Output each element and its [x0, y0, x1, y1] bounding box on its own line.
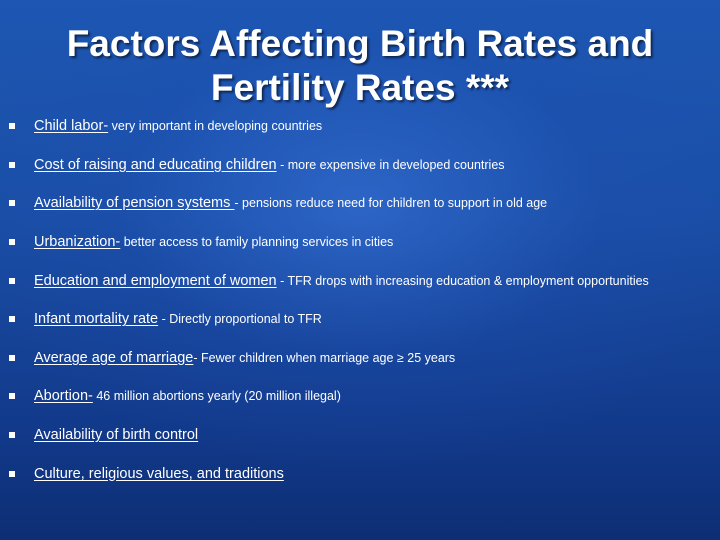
bullet-description: - Directly proportional to TFR — [158, 312, 322, 327]
bullet-text: Availability of birth control — [34, 426, 198, 444]
bullet-term: Availability of birth control — [34, 427, 199, 444]
bullet-text: Child labor- very important in developin… — [34, 117, 322, 135]
slide-title: Factors Affecting Birth Rates and Fertil… — [0, 22, 720, 110]
bullet-text: Availability of pension systems - pensio… — [34, 194, 547, 212]
square-bullet-icon — [9, 239, 15, 246]
bullet-term: Infant mortality rate — [34, 311, 159, 328]
bullet-term: Cost of raising and educating children — [34, 156, 277, 173]
bullet-term: Urbanization- — [34, 234, 121, 251]
bullet-term: Culture, religious values, and tradition… — [34, 465, 284, 482]
bullet-description: - more expensive in developed countries — [276, 157, 505, 172]
square-bullet-icon — [9, 161, 15, 168]
bullet-term: Child labor- — [34, 118, 109, 135]
slide-title-line-1: Factors Affecting Birth Rates and — [66, 23, 654, 64]
bullet-item-marriage-age: Average age of marriage- Fewer children … — [0, 339, 720, 378]
square-bullet-icon — [9, 200, 15, 207]
bullet-item-birth-control: Availability of birth control — [0, 416, 720, 455]
bullet-description: very important in developing countries — [108, 119, 323, 134]
bullet-text: Education and employment of women - TFR … — [34, 272, 649, 290]
bullet-item-urbanization: Urbanization- better access to family pl… — [0, 223, 720, 262]
bullet-item-pension-systems: Availability of pension systems - pensio… — [0, 184, 720, 223]
bullet-description: better access to family planning service… — [120, 235, 394, 250]
bullet-item-education-women: Education and employment of women - TFR … — [0, 261, 720, 300]
bullet-description: 46 million abortions yearly (20 million … — [92, 389, 341, 404]
bullet-text: Culture, religious values, and tradition… — [34, 465, 284, 483]
square-bullet-icon — [9, 316, 15, 323]
bullet-term: Education and employment of women — [34, 272, 277, 289]
bullet-text: Infant mortality rate - Directly proport… — [34, 310, 322, 328]
bullet-description: - pensions reduce need for children to s… — [234, 196, 548, 211]
square-bullet-icon — [9, 277, 15, 284]
bullet-list: Child labor- very important in developin… — [0, 107, 720, 493]
bullet-term: Abortion- — [34, 388, 93, 405]
bullet-item-abortion: Abortion- 46 million abortions yearly (2… — [0, 377, 720, 416]
bullet-item-culture: Culture, religious values, and tradition… — [0, 454, 720, 493]
bullet-description: - Fewer children when marriage age ≥ 25 … — [193, 350, 456, 365]
square-bullet-icon — [9, 354, 15, 361]
bullet-item-child-labor: Child labor- very important in developin… — [0, 107, 720, 146]
slide-title-line-2: Fertility Rates *** — [210, 67, 510, 108]
bullet-text: Cost of raising and educating children -… — [34, 156, 505, 174]
square-bullet-icon — [9, 432, 15, 439]
bullet-text: Abortion- 46 million abortions yearly (2… — [34, 387, 341, 405]
square-bullet-icon — [9, 393, 15, 400]
bullet-item-infant-mortality: Infant mortality rate - Directly proport… — [0, 300, 720, 339]
bullet-term: Average age of marriage — [34, 349, 194, 366]
bullet-description: - TFR drops with increasing education & … — [276, 273, 649, 288]
bullet-text: Urbanization- better access to family pl… — [34, 233, 393, 251]
bullet-item-cost-of-children: Cost of raising and educating children -… — [0, 146, 720, 185]
square-bullet-icon — [9, 123, 15, 130]
bullet-term: Availability of pension systems — [34, 195, 235, 212]
bullet-text: Average age of marriage- Fewer children … — [34, 349, 455, 367]
square-bullet-icon — [9, 470, 15, 477]
